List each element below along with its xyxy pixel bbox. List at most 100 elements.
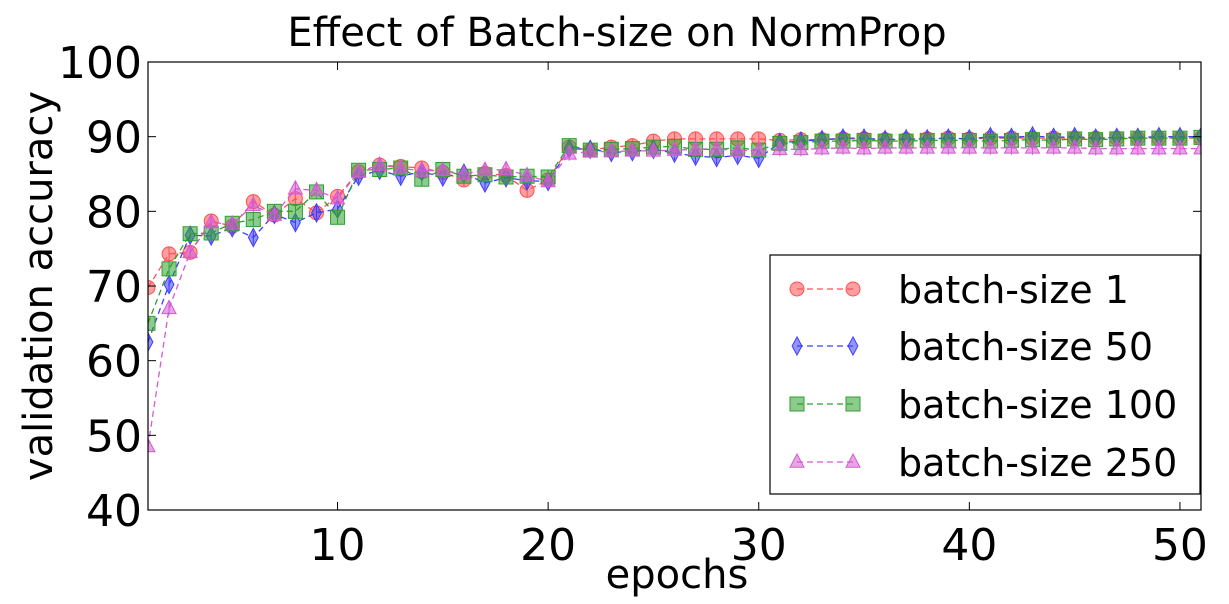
data-point [1193,129,1201,145]
data-point [311,202,322,223]
data-point [1066,138,1083,154]
data-point [961,138,978,154]
legend-item: batch-size 50 [791,325,1153,369]
data-point [1003,138,1020,154]
axis-ticks: 10 20 30 40 50 40 50 60 70 80 90 100 [58,38,1208,571]
data-point [330,209,346,225]
data-point [982,138,999,154]
data-point [161,246,177,262]
legend-marker [789,281,805,297]
legend-item: batch-size 1 [789,268,1129,312]
data-point [350,162,367,178]
data-point [1024,138,1041,154]
data-point [582,142,599,158]
data-point [750,140,767,156]
x-tick-label: 30 [731,520,787,571]
legend-marker [791,335,803,357]
data-point [477,161,493,177]
data-point [329,189,346,205]
data-point [148,437,156,453]
data-point [287,203,303,219]
legend-marker [847,335,859,357]
data-point [835,138,851,154]
y-tick-label: 90 [86,113,142,164]
data-point [1151,139,1167,155]
x-tick-label: 20 [520,520,576,571]
data-point [877,138,893,154]
data-point [793,140,809,156]
data-point [1172,139,1188,155]
data-point [148,315,156,331]
chart-title: Effect of Batch-size on NormProp [287,10,946,56]
data-point [687,140,704,156]
data-point [771,140,788,156]
data-point [371,155,388,171]
y-tick-label: 40 [86,486,142,537]
data-point [182,243,198,259]
data-point [287,179,304,195]
legend-label: batch-size 50 [898,325,1153,369]
y-tick-label: 80 [86,187,142,238]
legend-label: batch-size 250 [898,441,1177,485]
y-tick-label: 50 [86,411,142,462]
data-point [182,226,198,242]
data-point [561,144,578,160]
data-point [666,140,683,156]
x-axis-label: epochs [606,552,749,598]
data-point [519,166,535,182]
data-point [1108,139,1125,155]
data-point [413,161,430,177]
data-point [940,138,957,154]
series-line [148,135,1201,343]
x-tick-label: 10 [310,520,366,571]
data-point [203,213,220,229]
data-point [729,141,746,157]
legend-label: batch-size 1 [898,268,1129,312]
data-point [247,227,259,248]
data-point [814,139,830,155]
x-tick-label: 50 [1152,520,1208,571]
legend-marker [845,396,861,412]
x-tick-label: 40 [941,520,997,571]
data-point [624,141,641,157]
data-point [1193,139,1201,155]
legend: batch-size 1 batch-size 50 batch-size 100 b… [769,254,1201,495]
data-point [148,279,156,295]
data-point [308,181,325,197]
data-point [540,172,556,188]
data-point [708,139,725,155]
legend-marker [789,396,805,412]
data-point [498,160,514,176]
data-point [1045,138,1062,154]
data-point [392,158,409,174]
data-point [266,205,283,221]
data-point [224,214,241,230]
data-point [645,141,662,157]
legend-label: batch-size 100 [898,383,1177,427]
y-axis-label: validation accuracy [16,91,62,481]
data-point [435,161,451,177]
data-point [856,139,872,155]
data-point [245,212,261,228]
legend-frame [769,254,1201,495]
data-point [148,331,154,353]
data-point [1087,139,1104,155]
data-point [161,261,177,277]
data-point [898,138,914,154]
data-point [1129,139,1146,155]
data-point [245,196,262,212]
data-point [456,164,472,180]
data-point [603,142,620,158]
legend-item: batch-size 250 [789,441,1177,485]
y-tick-label: 60 [86,337,142,388]
y-tick-label: 70 [86,262,142,313]
series-4 [148,138,1201,454]
legend-marker [789,452,805,468]
legend-marker [845,281,861,297]
plot-area [148,125,1201,454]
legend-marker [845,452,861,468]
data-point [163,274,175,295]
y-tick-label: 100 [58,38,142,89]
legend-item: batch-size 100 [789,383,1177,427]
